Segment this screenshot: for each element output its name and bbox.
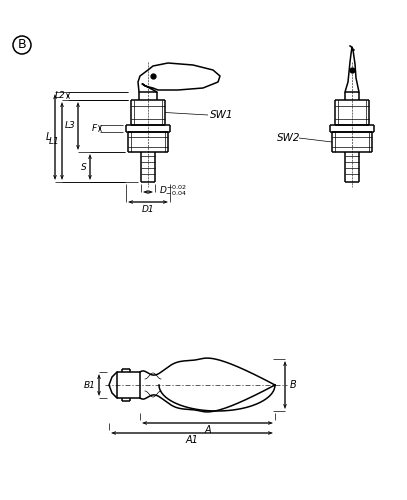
Text: SW1: SW1 <box>210 110 234 120</box>
Text: L2: L2 <box>55 92 66 100</box>
Text: $D^{-0.02}_{-0.04}$: $D^{-0.02}_{-0.04}$ <box>159 184 187 198</box>
Text: S: S <box>81 162 87 172</box>
Text: A1: A1 <box>186 435 199 445</box>
Text: L3: L3 <box>65 122 75 130</box>
Text: A: A <box>204 425 211 435</box>
Text: L1: L1 <box>48 136 59 145</box>
Text: D1: D1 <box>142 204 154 214</box>
Text: B: B <box>18 38 26 52</box>
Text: B: B <box>290 380 296 390</box>
Text: SW2: SW2 <box>277 133 300 143</box>
Text: L: L <box>45 132 51 142</box>
Text: F: F <box>92 124 96 133</box>
Text: B1: B1 <box>84 380 96 390</box>
